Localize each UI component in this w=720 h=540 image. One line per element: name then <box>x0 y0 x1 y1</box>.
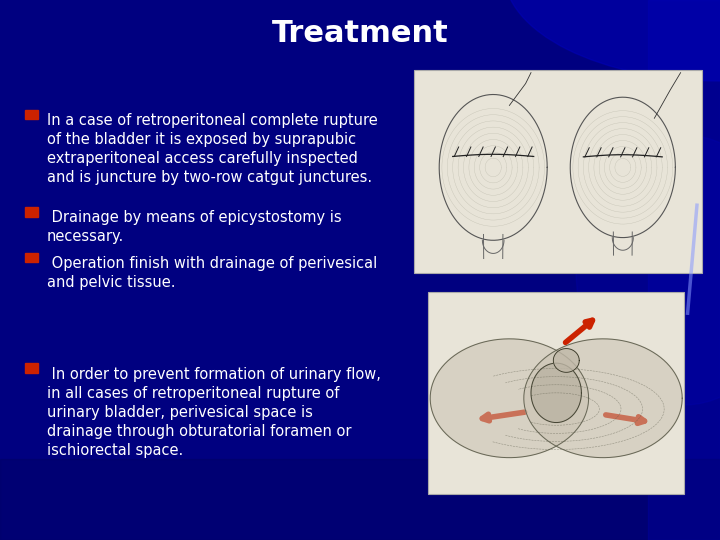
Ellipse shape <box>576 135 720 405</box>
Text: In a case of retroperitoneal complete rupture
of the bladder it is exposed by su: In a case of retroperitoneal complete ru… <box>47 113 377 185</box>
Bar <box>25 207 38 217</box>
Text: In order to prevent formation of urinary flow,
in all cases of retroperitoneal r: In order to prevent formation of urinary… <box>47 367 381 458</box>
Text: Drainage by means of epicystostomy is
necessary.: Drainage by means of epicystostomy is ne… <box>47 210 341 244</box>
Bar <box>648 0 720 540</box>
Bar <box>25 253 38 262</box>
Bar <box>25 110 38 119</box>
Text: Operation finish with drainage of perivesical
and pelvic tissue.: Operation finish with drainage of perive… <box>47 256 377 290</box>
Bar <box>0 459 720 540</box>
Polygon shape <box>524 339 682 457</box>
Ellipse shape <box>504 0 720 81</box>
Text: Treatment: Treatment <box>271 19 449 48</box>
FancyBboxPatch shape <box>414 70 702 273</box>
FancyBboxPatch shape <box>428 292 684 494</box>
Polygon shape <box>554 349 579 372</box>
Polygon shape <box>431 339 589 457</box>
Polygon shape <box>531 363 582 422</box>
Bar <box>25 363 38 373</box>
